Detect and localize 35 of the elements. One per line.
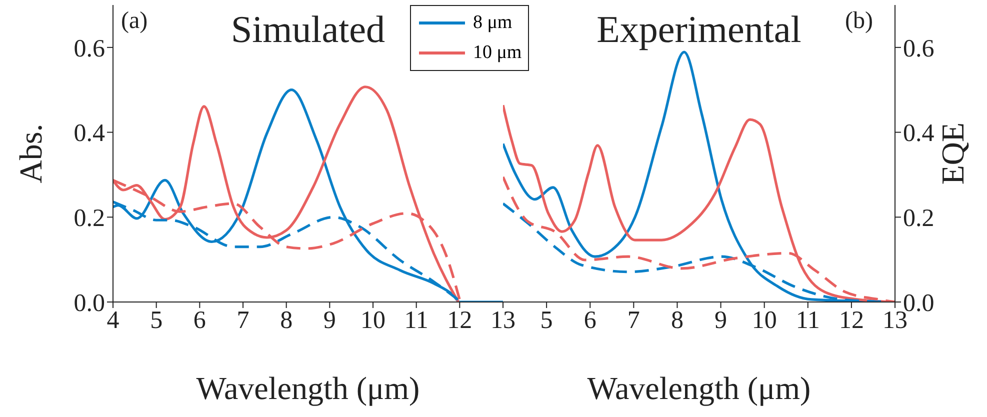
x-tick-label: 6 <box>584 306 596 334</box>
legend-label: 10 μm <box>473 42 522 64</box>
y-tick-label: 0.2 <box>903 205 934 232</box>
y-tick-label: 0.6 <box>903 35 934 62</box>
chart-title: Simulated <box>230 9 386 51</box>
x-tick-label: 10 <box>752 306 777 334</box>
annotation: (a) <box>121 8 148 35</box>
x-axis-title: Wavelength (μm) <box>196 370 420 406</box>
x-tick-label: 11 <box>404 306 428 334</box>
x-tick-label: 5 <box>150 306 163 334</box>
x-tick-label: 7 <box>627 306 640 334</box>
x-tick-label: 10 <box>360 306 386 334</box>
x-tick-label: 6 <box>193 306 206 334</box>
y-tick-label: 0.6 <box>74 35 105 62</box>
y-axis-title: Abs. <box>12 124 48 184</box>
x-tick-label: 7 <box>236 306 250 334</box>
y-axis-title: EQE <box>934 122 970 185</box>
x-tick-label: 8 <box>280 306 293 334</box>
y-tick-label: 0.0 <box>74 290 105 317</box>
legend-label: 8 μm <box>473 12 512 34</box>
x-tick-label: 12 <box>447 306 472 334</box>
x-tick-label: 11 <box>796 306 820 334</box>
chart-title: Experimental <box>596 9 802 51</box>
x-tick-label: 5 <box>540 306 553 334</box>
x-tick-label: 8 <box>670 306 684 334</box>
y-tick-label: 0.4 <box>74 120 106 148</box>
y-tick-label: 0.2 <box>74 205 105 232</box>
x-tick-label: 9 <box>714 306 728 334</box>
x-tick-label: 12 <box>838 306 864 334</box>
y-tick-label: 0.4 <box>903 120 935 148</box>
x-axis-title: Wavelength (μm) <box>587 370 811 406</box>
annotation: (b) <box>845 8 873 35</box>
x-tick-label: 9 <box>323 306 336 334</box>
x-tick-label: 13 <box>490 306 516 334</box>
x-tick-label: 4 <box>106 306 120 334</box>
